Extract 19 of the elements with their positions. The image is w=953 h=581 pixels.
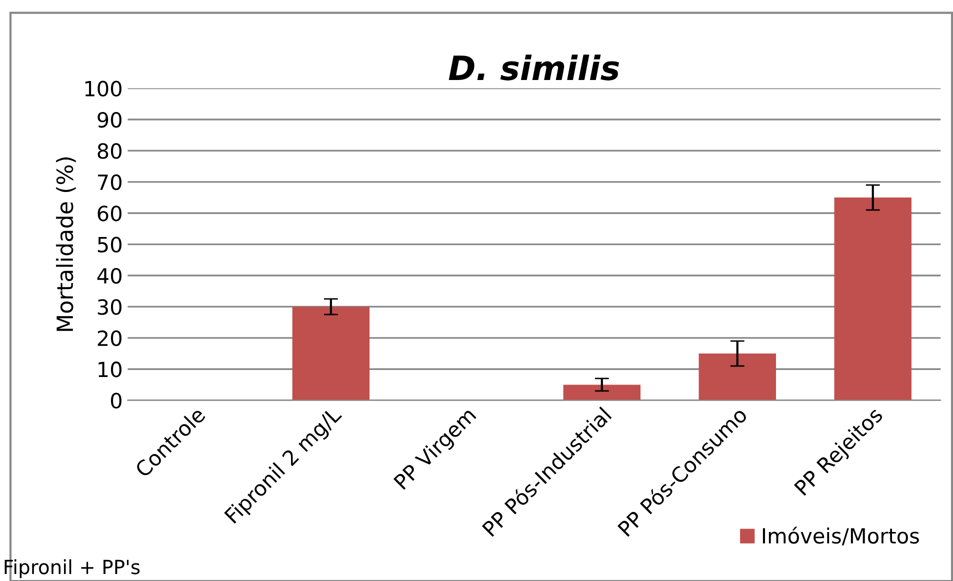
- y-tick-label: 50: [98, 236, 122, 253]
- y-tick-label: 80: [98, 143, 122, 159]
- y-tick-label: 40: [97, 268, 122, 284]
- y-tick-label: 90: [98, 112, 122, 128]
- bar: [292, 306, 370, 400]
- y-axis-title: Mortalidade (%): [56, 157, 76, 331]
- bar: [834, 198, 912, 400]
- y-tick-label: 70: [98, 174, 122, 190]
- y-tick-label: 10: [98, 362, 122, 378]
- y-tick-label: 100: [85, 80, 122, 97]
- text: Fipronil + PP's: [4, 559, 140, 578]
- legend-label: Imóveis/Mortos: [762, 526, 919, 546]
- y-tick-label: 30: [98, 299, 122, 315]
- bar: [563, 384, 641, 400]
- y-tick-label: 20: [98, 330, 122, 346]
- chart-title: D. similis: [448, 54, 620, 80]
- bar: [698, 354, 776, 400]
- y-tick-label: 60: [98, 206, 122, 222]
- y-tick-label: 0: [110, 392, 122, 409]
